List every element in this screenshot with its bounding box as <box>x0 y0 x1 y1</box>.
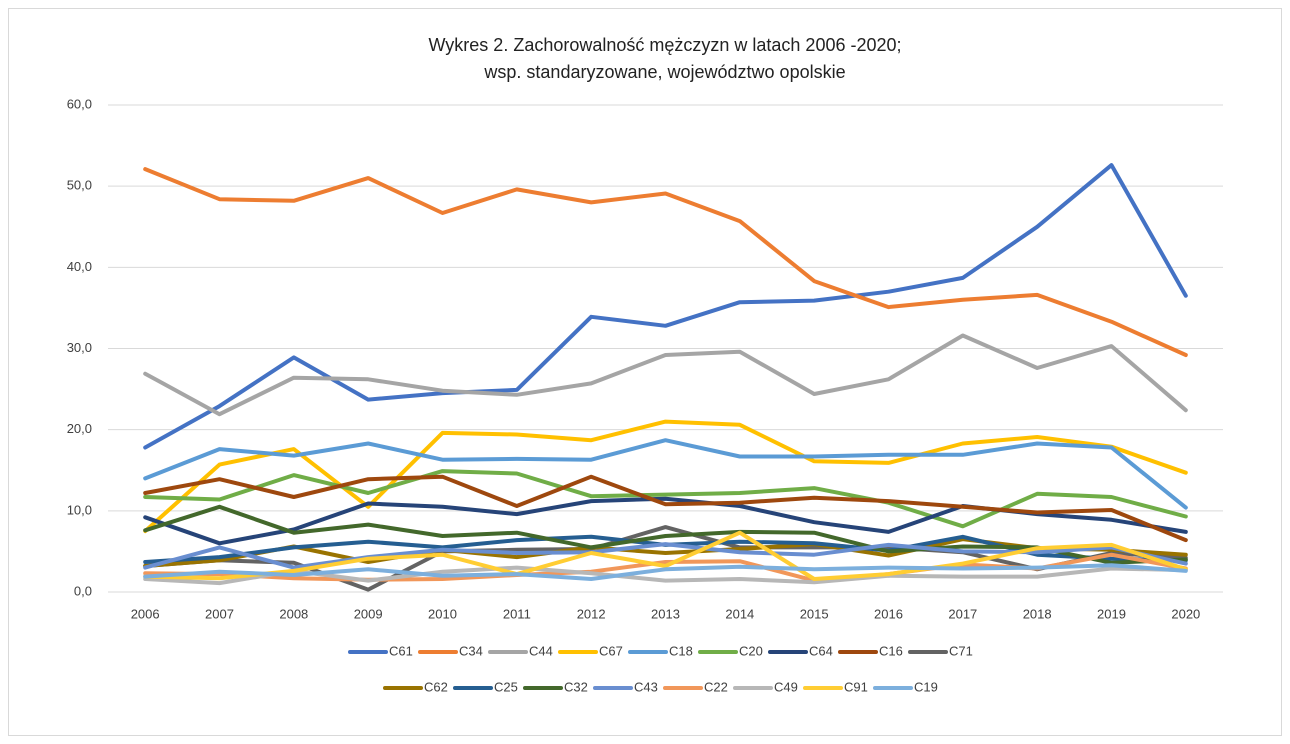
y-tick-label: 10,0 <box>67 502 92 517</box>
y-tick-label: 20,0 <box>67 421 92 436</box>
legend-label: C22 <box>704 679 728 694</box>
legend-label: C20 <box>739 643 763 658</box>
x-tick-label: 2017 <box>948 606 977 621</box>
series-line <box>143 167 1188 357</box>
series-line <box>143 438 1188 510</box>
x-tick-label: 2011 <box>503 606 531 621</box>
y-tick-label: 40,0 <box>67 259 92 274</box>
series-line <box>143 504 1188 565</box>
legend-label: C44 <box>529 643 553 658</box>
x-tick-label: 2015 <box>800 606 829 621</box>
x-tick-label: 2020 <box>1171 606 1200 621</box>
x-tick-label: 2010 <box>428 606 457 621</box>
legend-label: C71 <box>949 643 973 658</box>
x-tick-label: 2007 <box>205 606 234 621</box>
x-tick-label: 2016 <box>874 606 903 621</box>
series-line <box>143 530 1188 581</box>
series-line <box>143 563 1188 581</box>
legend-label: C49 <box>774 679 798 694</box>
chart-border <box>8 8 1282 736</box>
legend-label: C67 <box>599 643 623 658</box>
y-tick-label: 30,0 <box>67 340 92 355</box>
legend-label: C34 <box>459 643 483 658</box>
series-line <box>143 474 1188 543</box>
legend-label: C19 <box>914 679 938 694</box>
series-line <box>143 419 1188 534</box>
series-line <box>143 333 1188 417</box>
y-tick-label: 50,0 <box>67 178 92 193</box>
x-tick-label: 2008 <box>279 606 308 621</box>
legend-label: C43 <box>634 679 658 694</box>
chart-subtitle: wsp. standaryzowane, województwo opolski… <box>483 62 845 82</box>
x-tick-label: 2013 <box>651 606 680 621</box>
x-tick-label: 2014 <box>725 606 754 621</box>
legend-label: C62 <box>424 679 448 694</box>
series-line <box>143 163 1188 450</box>
x-tick-label: 2006 <box>131 606 160 621</box>
y-tick-label: 60,0 <box>67 96 92 111</box>
legend-label: C91 <box>844 679 868 694</box>
legend-label: C16 <box>879 643 903 658</box>
x-tick-label: 2012 <box>577 606 606 621</box>
legend-label: C18 <box>669 643 693 658</box>
x-tick-label: 2018 <box>1023 606 1052 621</box>
series-line <box>143 469 1188 529</box>
x-tick-label: 2019 <box>1097 606 1126 621</box>
legend-label: C25 <box>494 679 518 694</box>
legend-label: C61 <box>389 643 413 658</box>
legend-label: C32 <box>564 679 588 694</box>
y-tick-label: 0,0 <box>74 583 92 598</box>
chart-title: Wykres 2. Zachorowalność mężczyzn w lata… <box>428 35 901 55</box>
legend-label: C64 <box>809 643 833 658</box>
x-tick-label: 2009 <box>354 606 383 621</box>
